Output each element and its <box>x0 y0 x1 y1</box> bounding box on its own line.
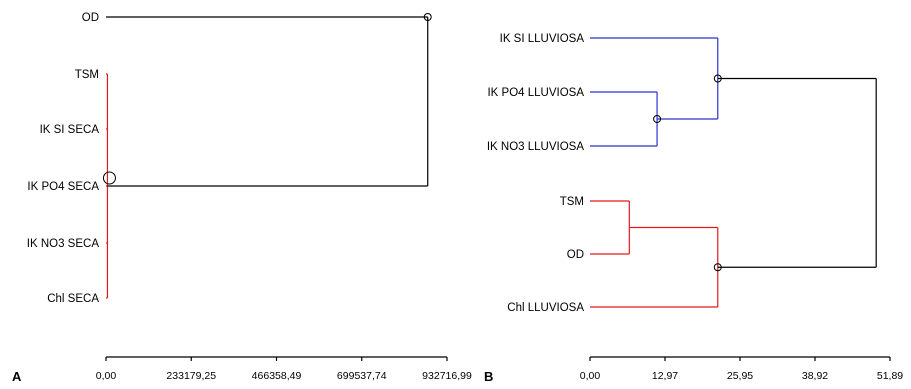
leaf-label-ik-si-lluviosa: IK SI LLUVIOSA <box>500 33 585 45</box>
node-marker-a-root <box>423 13 432 21</box>
leaf-label-chl-seca: Chl SECA <box>47 293 99 305</box>
leaf-label-ik-no3-lluviosa: IK NO3 LLUVIOSA <box>487 141 584 153</box>
leaf-label-ik-no3-seca: IK NO3 SECA <box>27 238 100 250</box>
node-marker-b-3 <box>713 263 722 272</box>
node-marker-b-1 <box>713 74 722 83</box>
x-tick-label-a-4: 932716,99 <box>422 370 472 382</box>
leaf-label-ik-po4-seca: IK PO4 SECA <box>27 181 99 193</box>
dendrogram-panel-b: IK SI LLUVIOSA IK PO4 LLUVIOSA IK NO3 LLUV… <box>484 33 903 384</box>
leaf-label-chl-lluviosa: Chl LLUVIOSA <box>507 302 584 314</box>
x-tick-label-b-4: 51,89 <box>877 370 903 382</box>
leaf-label-ik-si-seca: IK SI SECA <box>40 124 100 136</box>
leaf-label-od: OD <box>82 12 99 24</box>
leaf-label-ik-po4-lluviosa: IK PO4 LLUVIOSA <box>487 87 584 99</box>
x-tick-label-a-2: 466358,49 <box>252 370 302 382</box>
x-tick-label-b-2: 25,95 <box>727 370 753 382</box>
x-tick-label-b-0: 0,00 <box>580 370 601 382</box>
x-tick-label-a-3: 699537,74 <box>337 370 387 382</box>
x-tick-label-a-1: 233179,25 <box>166 370 216 382</box>
leaf-label-tsm: TSM <box>560 196 584 208</box>
x-tick-label-b-3: 38,92 <box>802 370 828 382</box>
leaf-label-tsm: TSM <box>75 69 99 81</box>
x-tick-label-a-0: 0,00 <box>96 370 117 382</box>
x-tick-label-b-1: 12,97 <box>652 370 678 382</box>
leaf-label-od: OD <box>567 249 584 261</box>
panel-letter-a: A <box>12 369 22 384</box>
node-marker-b-0 <box>653 115 662 123</box>
node-marker-a-red <box>102 171 116 185</box>
panel-letter-b: B <box>484 369 493 384</box>
dendrogram-panel-a: OD TSM IK SI SECA IK PO4 SECA IK NO3 SECA Chl… <box>12 12 472 384</box>
